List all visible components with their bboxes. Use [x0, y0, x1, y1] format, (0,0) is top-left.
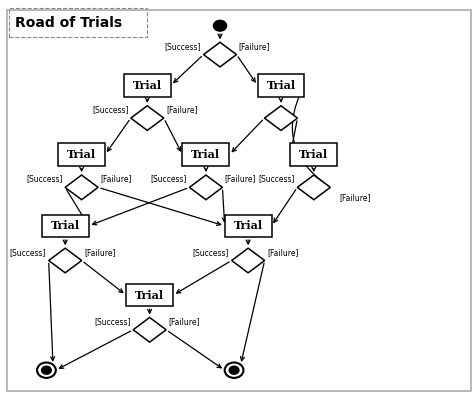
Text: [Success]: [Success] — [164, 42, 201, 51]
Polygon shape — [49, 248, 82, 273]
Text: [Failure]: [Failure] — [166, 105, 198, 114]
Text: [Success]: [Success] — [94, 317, 131, 326]
Text: Trial: Trial — [51, 220, 80, 231]
Polygon shape — [133, 318, 166, 342]
Circle shape — [37, 362, 56, 378]
Text: [Failure]: [Failure] — [267, 248, 299, 256]
Text: [Failure]: [Failure] — [340, 193, 371, 202]
Text: [Failure]: [Failure] — [239, 42, 270, 51]
Text: [Failure]: [Failure] — [168, 317, 200, 326]
FancyBboxPatch shape — [257, 74, 304, 97]
Polygon shape — [131, 106, 164, 130]
FancyBboxPatch shape — [182, 143, 229, 166]
Polygon shape — [297, 175, 330, 200]
Bar — [9, 8, 147, 37]
Circle shape — [229, 366, 239, 374]
Text: [Failure]: [Failure] — [100, 175, 132, 184]
FancyBboxPatch shape — [58, 143, 105, 166]
Circle shape — [225, 362, 244, 378]
Text: Trial: Trial — [299, 149, 328, 160]
Text: Road of Trials: Road of Trials — [15, 16, 122, 30]
Text: [Success]: [Success] — [10, 248, 46, 256]
Text: Trial: Trial — [135, 290, 164, 301]
FancyBboxPatch shape — [225, 215, 272, 237]
Text: Trial: Trial — [67, 149, 96, 160]
Circle shape — [42, 366, 51, 374]
FancyBboxPatch shape — [42, 215, 89, 237]
Polygon shape — [65, 175, 98, 200]
Polygon shape — [190, 175, 222, 200]
Text: [Success]: [Success] — [92, 105, 128, 114]
Text: Trial: Trial — [191, 149, 220, 160]
FancyBboxPatch shape — [124, 74, 171, 97]
Text: [Failure]: [Failure] — [84, 248, 116, 256]
Text: Trial: Trial — [266, 80, 295, 91]
Polygon shape — [232, 248, 264, 273]
Text: [Failure]: [Failure] — [225, 175, 256, 184]
FancyBboxPatch shape — [126, 284, 173, 306]
Polygon shape — [264, 106, 298, 130]
Polygon shape — [203, 42, 237, 67]
Text: Trial: Trial — [133, 80, 162, 91]
Circle shape — [213, 20, 227, 31]
Text: Trial: Trial — [234, 220, 263, 231]
Text: [Success]: [Success] — [258, 175, 295, 184]
Text: [Success]: [Success] — [151, 175, 187, 184]
Text: [Success]: [Success] — [193, 248, 229, 256]
Text: [Success]: [Success] — [26, 175, 63, 184]
FancyBboxPatch shape — [291, 143, 337, 166]
